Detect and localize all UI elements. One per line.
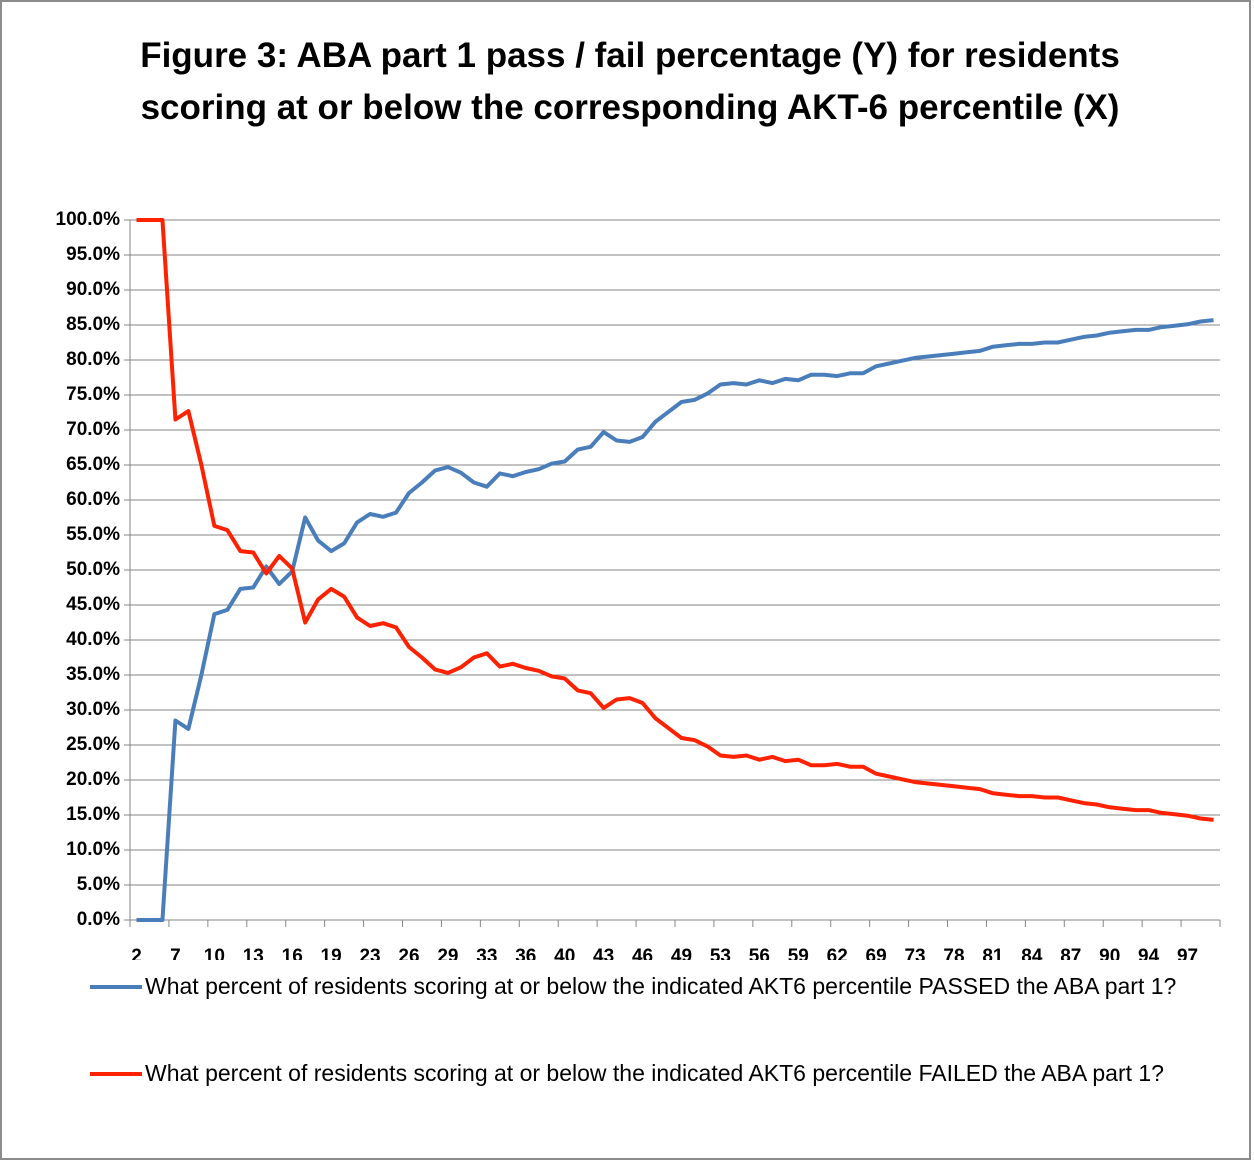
x-tick-label: 87	[1060, 946, 1081, 960]
x-tick-label: 69	[866, 946, 887, 960]
legend-label: What percent of residents scoring at or …	[145, 1060, 1164, 1086]
x-tick-label: 46	[632, 946, 653, 960]
y-tick-label: 95.0%	[66, 244, 120, 265]
x-tick-label: 90	[1099, 946, 1120, 960]
x-tick-label: 53	[710, 946, 731, 960]
x-tick-label: 81	[982, 946, 1004, 960]
legend-swatch	[90, 985, 142, 989]
y-tick-label: 50.0%	[66, 559, 120, 580]
x-tick-label: 2	[131, 946, 142, 960]
y-tick-label: 85.0%	[66, 314, 120, 335]
x-tick-label: 26	[398, 946, 419, 960]
y-tick-label: 10.0%	[66, 839, 120, 860]
y-tick-label: 60.0%	[66, 489, 120, 510]
y-tick-label: 100.0%	[56, 209, 121, 230]
x-tick-label: 62	[827, 946, 848, 960]
y-tick-label: 80.0%	[66, 349, 120, 370]
data-line	[136, 318, 1214, 922]
legend-swatch	[90, 1072, 142, 1076]
legend-entry: What percent of residents scoring at or …	[90, 1055, 1200, 1091]
x-tick-label: 40	[554, 946, 575, 960]
x-tick-label: 73	[904, 946, 925, 960]
chart: 0.0% 5.0% 10.0% 15.0% 20.0% 25.0% 30.0% 35.0% 40…	[56, 209, 1221, 960]
y-tick-label: 15.0%	[66, 804, 120, 825]
x-tick-label: 19	[321, 946, 342, 960]
chart-title: Figure 3: ABA part 1 pass / fail percent…	[140, 36, 1120, 127]
y-tick-label: 65.0%	[66, 454, 120, 475]
y-tick-label: 35.0%	[66, 664, 120, 685]
x-tick-label: 29	[437, 946, 458, 960]
y-tick-label: 5.0%	[77, 874, 120, 895]
y-tick-label: 45.0%	[66, 594, 120, 615]
x-tick-label: 84	[1021, 946, 1043, 960]
legend-entry: What percent of residents scoring at or …	[90, 968, 1200, 1004]
x-tick-label: 43	[593, 946, 614, 960]
x-tick-label: 59	[788, 946, 809, 960]
y-tick-label: 55.0%	[66, 524, 120, 545]
y-tick-label: 90.0%	[66, 279, 120, 300]
data-line	[136, 218, 1214, 822]
x-tick-label: 13	[243, 946, 264, 960]
x-tick-label: 23	[359, 946, 380, 960]
x-tick-label: 78	[943, 946, 964, 960]
x-tick-label: 56	[749, 946, 770, 960]
x-tick-label: 16	[282, 946, 303, 960]
x-tick-label: 33	[476, 946, 497, 960]
x-tick-label: 97	[1177, 946, 1198, 960]
y-tick-label: 20.0%	[66, 769, 120, 790]
y-tick-label: 25.0%	[66, 734, 120, 755]
x-tick-label: 36	[515, 946, 536, 960]
x-tick-label: 7	[170, 946, 181, 960]
y-tick-label: 30.0%	[66, 699, 120, 720]
y-tick-label: 40.0%	[66, 629, 120, 650]
y-tick-label: 70.0%	[66, 419, 120, 440]
y-tick-label: 0.0%	[77, 909, 120, 930]
legend-label: What percent of residents scoring at or …	[145, 973, 1177, 999]
x-tick-label: 10	[204, 946, 225, 960]
y-tick-label: 75.0%	[66, 384, 120, 405]
x-tick-label: 94	[1138, 946, 1160, 960]
x-tick-label: 49	[671, 946, 692, 960]
